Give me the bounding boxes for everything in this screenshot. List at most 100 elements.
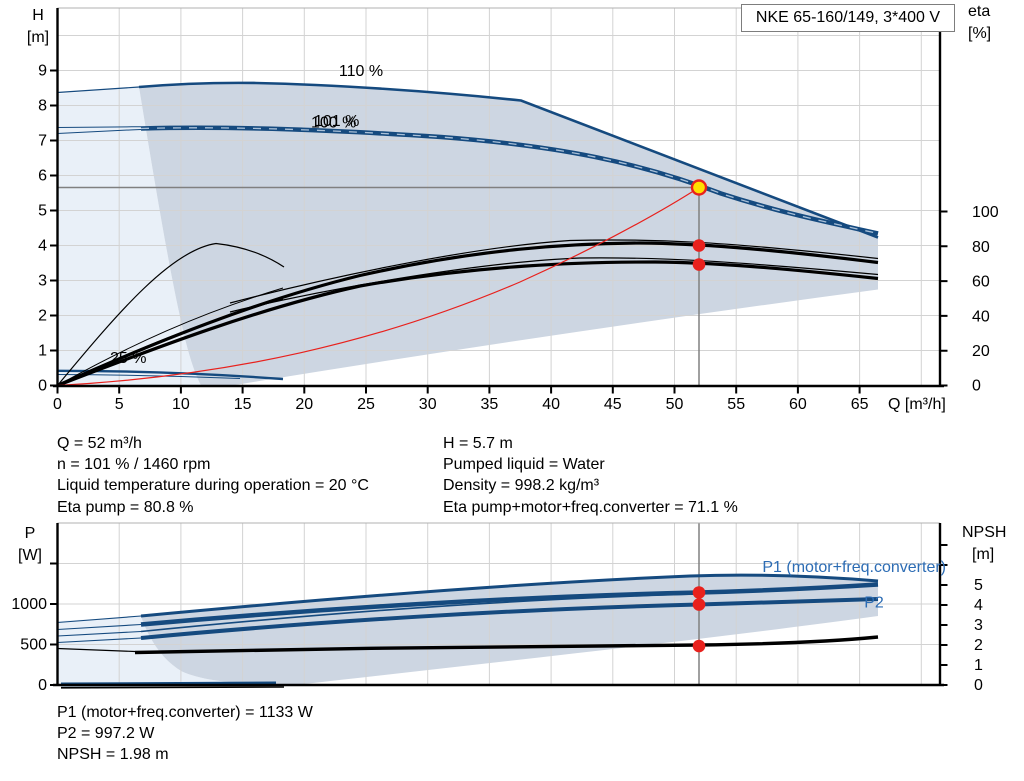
- info-line-liquid: Pumped liquid = Water: [443, 456, 605, 474]
- eta-low-speed-arc: [57, 242, 285, 386]
- tick-label: 30: [419, 396, 437, 413]
- tick-label: 0: [53, 396, 62, 413]
- q-axis-title: Q [m³/h]: [888, 396, 946, 413]
- tick-label: 3: [974, 617, 983, 634]
- info-line-p1: P1 (motor+freq.converter) = 1133 W: [57, 704, 313, 721]
- q-axis-ticks: [56, 386, 861, 394]
- tick-label: 2: [38, 308, 47, 325]
- eta-pump-curve: [56, 241, 879, 387]
- p2-101-curve: [140, 597, 879, 640]
- duty-point-marker[interactable]: [690, 179, 708, 196]
- tick-label: 4: [38, 238, 47, 255]
- speed-25-label: 25 %: [110, 350, 146, 367]
- tick-label: 10: [172, 396, 190, 413]
- tick-label: 20: [972, 343, 990, 360]
- tick-label: 5: [38, 203, 47, 220]
- tick-label: 3: [38, 273, 47, 290]
- tick-label: 2: [974, 637, 983, 654]
- tick-label: 0: [38, 677, 47, 694]
- p-axis-unit: [W]: [18, 547, 42, 564]
- tick-label: 100: [972, 204, 999, 221]
- power-info: P1 (motor+freq.converter) = 1133 W P2 = …: [57, 702, 313, 766]
- bottom-chart: P [W] NPSH [m] 1000 500 0 5 4 3 2 1 0 P1…: [11, 522, 1006, 694]
- tick-label: 60: [972, 274, 990, 291]
- p2-curve-label: P2: [864, 595, 884, 612]
- npsh-curve: [134, 635, 879, 655]
- tick-label: 65: [851, 396, 869, 413]
- eta-total-curve: [56, 260, 879, 387]
- tick-label: 55: [727, 396, 745, 413]
- p1-duty-dot: [692, 586, 706, 599]
- eta-total-duty-dot: [692, 258, 706, 271]
- npsh-duty-dot: [692, 639, 706, 653]
- info-line-eta-total: Eta pump+motor+freq.converter = 71.1 %: [443, 498, 738, 516]
- info-line-npsh: NPSH = 1.98 m: [57, 746, 169, 764]
- p2-110-curve: [140, 593, 702, 633]
- tick-label: 1: [974, 657, 983, 674]
- eta-axis-ticks: [940, 210, 948, 387]
- top-chart: H [m] eta [%] 9 8 7 6 5 4 3 2 1 0 0 5 10…: [27, 3, 999, 413]
- duty-info-left: Q = 52 m³/h n = 101 % / 1460 rpm Liquid …: [57, 433, 369, 518]
- tick-label: 25: [357, 396, 375, 413]
- tick-label: 4: [974, 597, 983, 614]
- tick-label: 5: [115, 396, 124, 413]
- speed-curve-100-dashed-overlay: [140, 127, 879, 235]
- speed-100-label: 100 %: [311, 115, 356, 132]
- eta-axis-unit: [%]: [968, 25, 991, 42]
- p1-101-curve: [140, 582, 879, 627]
- eta-total-curve-100-thin: [229, 257, 879, 313]
- npsh-axis-ticks: [940, 544, 948, 686]
- tick-label: 0: [974, 677, 983, 694]
- tick-label: 9: [38, 63, 47, 80]
- tick-label: 35: [481, 396, 499, 413]
- npsh-axis-title: NPSH: [962, 524, 1006, 541]
- eta-pump-curve-100-thin: [229, 239, 879, 304]
- speed-curve-100-thin-a: [57, 126, 142, 128]
- speed-110-label: 110 %: [339, 63, 383, 80]
- tick-label: 1: [38, 343, 47, 360]
- speed-101-label: 101 %: [314, 113, 359, 130]
- tick-label: 50: [666, 396, 684, 413]
- info-line-speed: n = 101 % / 1460 rpm: [57, 456, 211, 474]
- speed-curve-110-thin: [57, 86, 140, 94]
- tick-label: 20: [295, 396, 313, 413]
- info-line-density: Density = 998.2 kg/m³: [443, 477, 600, 495]
- tick-label: 40: [542, 396, 560, 413]
- p-axis-title: P: [25, 525, 36, 542]
- h-axis-unit: [m]: [27, 29, 49, 46]
- info-line-head: H = 5.7 m: [443, 435, 513, 452]
- npsh-axis-unit: [m]: [972, 546, 994, 563]
- duty-envelope-area: [139, 82, 878, 386]
- tick-label: 80: [972, 239, 990, 256]
- tick-label: 15: [234, 396, 252, 413]
- tick-label: 40: [972, 309, 990, 326]
- pump-title-box: NKE 65-160/149, 3*400 V: [741, 4, 955, 32]
- tick-label: 8: [38, 98, 47, 115]
- speed-curve-110: [138, 81, 879, 239]
- info-line-p2: P2 = 997.2 W: [57, 725, 155, 743]
- duty-info-right: H = 5.7 m Pumped liquid = Water Density …: [443, 433, 738, 518]
- h-axis-ticks: [50, 69, 58, 387]
- eta-pump-duty-dot: [692, 239, 706, 252]
- qh-parabola: [57, 186, 700, 387]
- p-axis-ticks: [50, 562, 58, 686]
- p2-duty-dot: [692, 598, 706, 611]
- eta-axis-title: eta: [968, 3, 990, 20]
- tick-label: 1000: [11, 596, 47, 613]
- h-axis-title: H: [32, 7, 44, 24]
- info-line-q: Q = 52 m³/h: [57, 435, 142, 452]
- tick-label: 500: [20, 637, 47, 654]
- tick-label: 0: [38, 378, 47, 395]
- low-speed-power-envelope-area: [57, 616, 295, 685]
- tick-label: 60: [789, 396, 807, 413]
- eta-fan-line-b: [57, 298, 284, 386]
- low-speed-envelope-area: [57, 87, 201, 386]
- power-fan-lines: [57, 615, 142, 644]
- speed-curve-100-thin-b: [57, 129, 142, 134]
- tick-label: 45: [604, 396, 622, 413]
- info-line-eta-pump: Eta pump = 80.8 %: [57, 498, 194, 516]
- pump-title: NKE 65-160/149, 3*400 V: [755, 9, 941, 26]
- npsh-curve-thin: [57, 647, 136, 653]
